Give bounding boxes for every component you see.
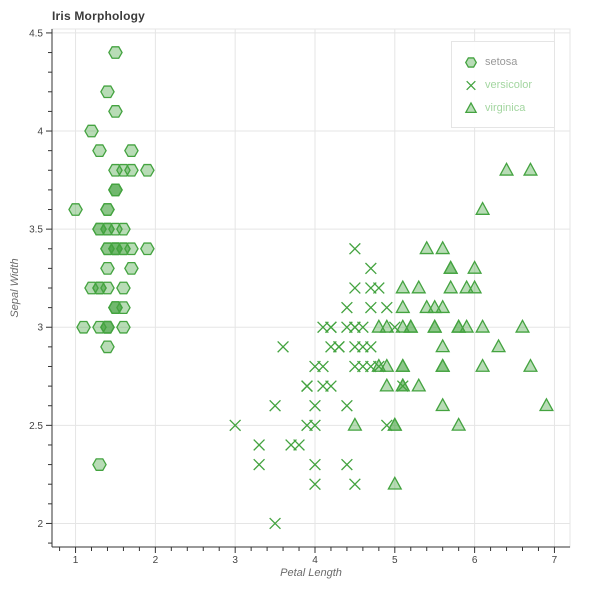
legend-box: setosa versicolor virginica [451, 41, 555, 128]
svg-text:3.5: 3.5 [29, 225, 43, 236]
y-tick-labels: 2 2.5 3 3.5 4 4.5 [29, 28, 43, 530]
hex-marker-icon [464, 56, 478, 68]
legend-label: versicolor [485, 78, 533, 91]
legend-item-versicolor: versicolor [463, 73, 554, 96]
svg-text:3: 3 [232, 555, 238, 566]
x-axis-label: Petal Length [280, 567, 342, 579]
legend-item-virginica: virginica [463, 96, 554, 119]
series-virginica-points [347, 162, 554, 490]
svg-text:4: 4 [37, 127, 43, 138]
svg-text:2.5: 2.5 [29, 421, 43, 432]
legend-label: setosa [485, 55, 518, 68]
svg-text:6: 6 [472, 555, 478, 566]
x-tick-labels: 1 2 3 4 5 6 7 [73, 555, 558, 566]
minor-ticks [48, 52, 539, 551]
svg-text:5: 5 [392, 555, 398, 566]
plot-title: Iris Morphology [52, 9, 145, 23]
series-setosa-points [68, 46, 155, 471]
major-ticks [46, 32, 555, 553]
svg-text:3: 3 [37, 323, 43, 334]
y-axis-label: Sepal Width [9, 258, 21, 318]
svg-text:7: 7 [552, 555, 558, 566]
svg-text:2: 2 [153, 555, 159, 566]
svg-text:4: 4 [312, 555, 318, 566]
svg-text:1: 1 [73, 555, 79, 566]
series-versicolor-points [229, 242, 409, 530]
x-marker-icon [466, 80, 476, 90]
svg-text:4.5: 4.5 [29, 28, 43, 39]
legend-label: virginica [485, 101, 526, 114]
svg-text:2: 2 [37, 519, 43, 530]
legend-item-setosa: setosa [463, 50, 554, 73]
triangle-marker-icon [464, 101, 478, 113]
grid-lines [52, 29, 570, 547]
